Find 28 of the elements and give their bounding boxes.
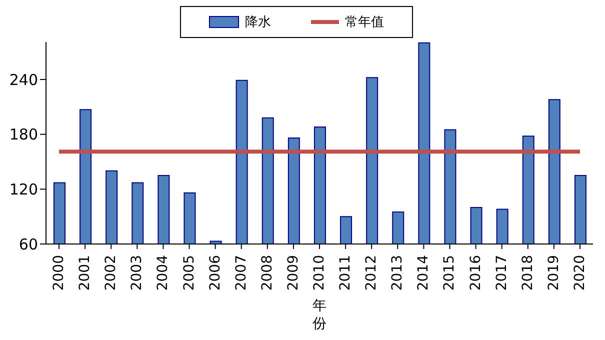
x-tick-label: 2008	[259, 255, 276, 291]
y-tick-label: 60	[18, 235, 38, 254]
x-tick-label: 2003	[129, 255, 146, 291]
x-tick-label: 2018	[520, 255, 536, 291]
x-tick-label: 2006	[207, 254, 224, 291]
x-tick-label: 2005	[181, 255, 198, 291]
x-tick-label: 2017	[494, 255, 510, 291]
x-tick-label: 2004	[155, 254, 172, 291]
x-tick-label: 2000	[51, 255, 68, 291]
y-tick-label: 120	[9, 180, 38, 198]
legend-label: 常年值	[345, 14, 384, 31]
x-tick-label: 2016	[468, 254, 484, 291]
x-tick-label: 2019	[546, 255, 562, 291]
legend-label: 降水	[245, 14, 271, 31]
x-tick-label: 2014	[416, 254, 432, 291]
x-tick-label: 2007	[233, 255, 250, 291]
x-tick-label: 2001	[77, 255, 94, 291]
x-tick-label: 2020	[572, 255, 588, 291]
x-tick-label: 2015	[442, 255, 458, 291]
x-tick-label: 2012	[364, 255, 380, 291]
x-axis-title: 年份	[312, 298, 326, 332]
x-tick-label: 2013	[390, 255, 406, 291]
x-tick-label: 2010	[312, 255, 328, 291]
y-tick-label: 240	[9, 70, 38, 89]
x-tick-label: 2009	[285, 255, 302, 291]
x-tick-label: 2002	[103, 255, 120, 291]
y-tick-label: 180	[9, 126, 38, 144]
x-tick-label: 2011	[338, 255, 354, 291]
